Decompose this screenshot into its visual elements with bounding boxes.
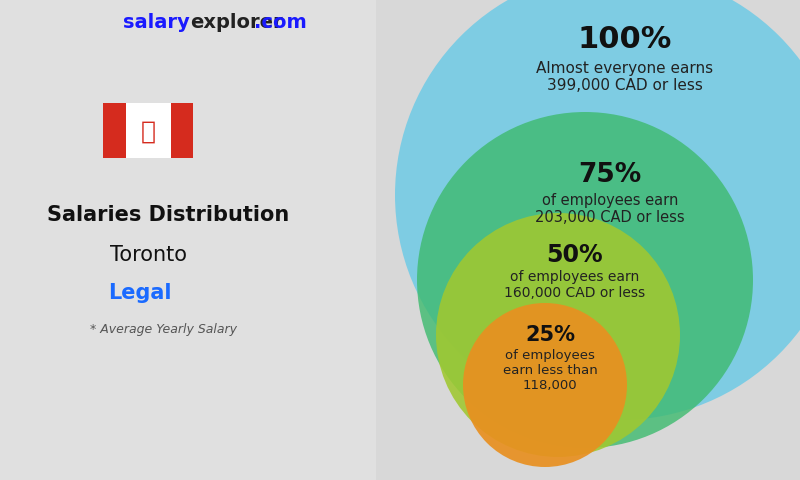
Circle shape: [395, 0, 800, 420]
Text: salary: salary: [123, 12, 190, 32]
Text: Legal: Legal: [108, 283, 172, 303]
Circle shape: [436, 213, 680, 457]
Text: 399,000 CAD or less: 399,000 CAD or less: [547, 79, 703, 94]
Text: * Average Yearly Salary: * Average Yearly Salary: [90, 324, 237, 336]
Text: of employees earn: of employees earn: [510, 270, 640, 284]
Text: 75%: 75%: [578, 162, 642, 188]
Text: earn less than: earn less than: [502, 363, 598, 376]
Circle shape: [463, 303, 627, 467]
Text: of employees: of employees: [505, 348, 595, 361]
Bar: [0, 0, 376, 480]
Text: of employees earn: of employees earn: [542, 192, 678, 207]
Text: explorer: explorer: [190, 12, 282, 32]
Text: Almost everyone earns: Almost everyone earns: [537, 60, 714, 75]
Text: 25%: 25%: [525, 325, 575, 345]
Text: 🍁: 🍁: [141, 120, 155, 144]
Text: 203,000 CAD or less: 203,000 CAD or less: [535, 209, 685, 225]
Circle shape: [417, 112, 753, 448]
Text: Toronto: Toronto: [110, 245, 186, 265]
Text: 118,000: 118,000: [522, 379, 578, 392]
Text: Salaries Distribution: Salaries Distribution: [47, 205, 289, 225]
Text: 50%: 50%: [546, 243, 603, 267]
Text: .com: .com: [254, 12, 306, 32]
Bar: [170, 103, 193, 157]
Bar: [103, 103, 126, 157]
Text: 100%: 100%: [578, 25, 672, 55]
Text: 160,000 CAD or less: 160,000 CAD or less: [505, 286, 646, 300]
Bar: [126, 103, 170, 157]
